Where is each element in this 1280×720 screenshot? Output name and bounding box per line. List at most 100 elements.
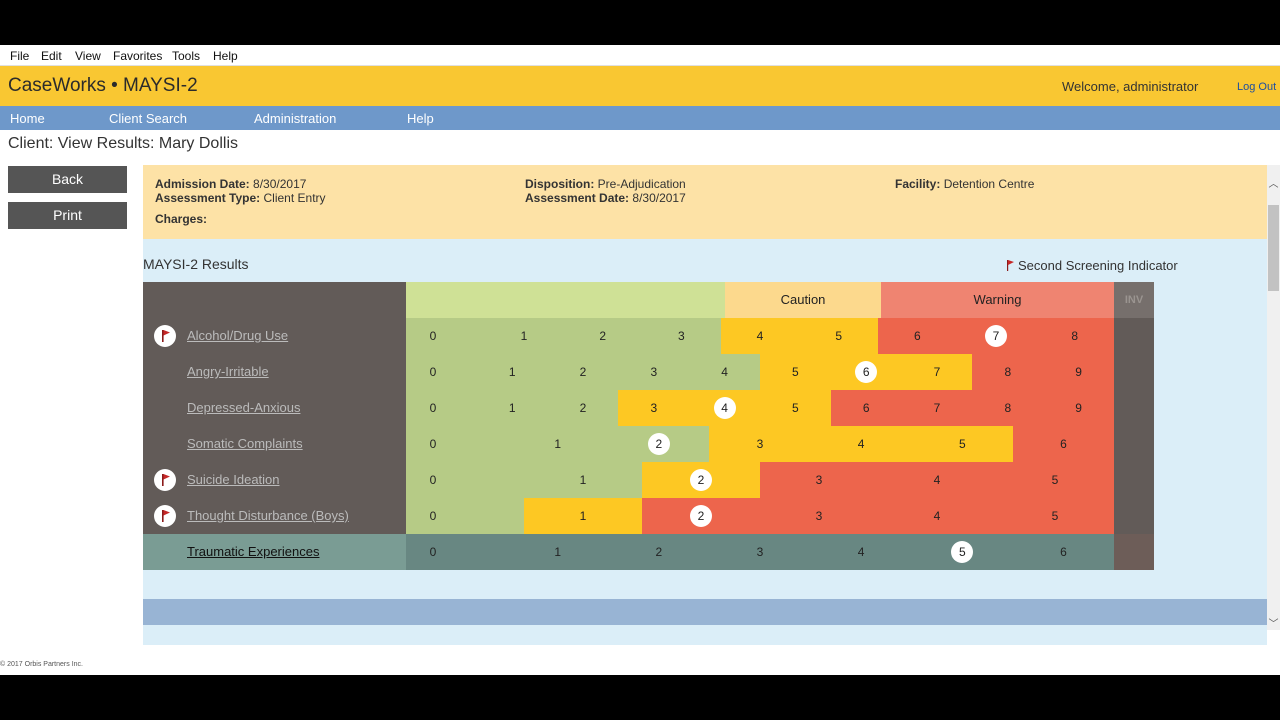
score-segment-yellow [709,426,1013,462]
score-value: 6 [1060,545,1067,559]
scale-link[interactable]: Alcohol/Drug Use [187,328,289,343]
charges: Charges: [155,212,208,226]
score-value: 3 [650,401,658,415]
score-value: 0 [429,329,437,343]
flag-icon [154,469,176,491]
assessment-type: Assessment Type: Client Entry [155,191,326,205]
score-value: 4 [721,365,728,379]
scale-link[interactable]: Traumatic Experiences [187,544,320,559]
menu-edit[interactable]: Edit [41,49,62,63]
score-segment-yellow [720,318,878,354]
menu-tools[interactable]: Tools [172,49,201,63]
scale-link[interactable]: Suicide Ideation [187,472,280,487]
nav-client-search[interactable]: Client Search [109,111,188,126]
score-value: 5 [958,437,966,451]
copyright: © 2017 Orbis Partners Inc. [0,661,83,668]
score-value: 1 [554,437,562,451]
score-value: 1 [508,401,516,415]
header-normal [406,282,725,318]
score-value: 1 [579,509,587,523]
client-info-panel: Admission Date: 8/30/2017 Assessment Typ… [143,165,1267,239]
header-inv: INV [1114,282,1154,318]
score-value: 8 [1071,329,1078,343]
score-value: 4 [857,437,865,451]
page-title: Client: View Results: Mary Dollis [8,135,238,152]
inv-cell [1114,426,1154,462]
print-button[interactable]: Print [8,202,127,229]
admission-date: Admission Date: 8/30/2017 [155,177,307,191]
selected-score: 2 [647,433,670,455]
nav-home[interactable]: Home [10,111,45,126]
score-value: 1 [508,365,516,379]
score-value: 0 [429,401,437,415]
menu-file[interactable]: File [10,49,30,63]
app-title: CaseWorks • MAYSI-2 [8,75,198,96]
menu-bar: File Edit View Favorites Tools Help [0,45,1280,66]
score-value: 1 [554,545,562,559]
score-value: 0 [429,509,437,523]
score-value: 6 [1060,437,1067,451]
selected-score: 6 [855,361,878,383]
header-warning: Warning [881,282,1114,318]
score-value: 0 [429,545,437,559]
score-value: 7 [933,365,941,379]
app-header: CaseWorks • MAYSI-2 Welcome, administrat… [0,66,1280,106]
assessment-date: Assessment Date: 8/30/2017 [525,191,686,205]
score-value: 3 [815,509,823,523]
score-value: 3 [650,365,658,379]
inv-cell [1114,462,1154,498]
score-value: 5 [792,365,799,379]
results-area: MAYSI-2 Results Second Screening Indicat… [143,239,1267,645]
score-value: 4 [857,545,865,559]
scale-label: Somatic Complaints [143,426,406,462]
flag-icon [154,325,176,347]
score-value: 8 [1004,401,1012,415]
nav-help[interactable]: Help [407,111,434,126]
scale-label: Traumatic Experiences [143,534,406,570]
selected-score: 7 [985,325,1007,347]
scale-link[interactable]: Somatic Complaints [187,436,303,451]
score-segment-trauma [406,534,1114,570]
scroll-up-icon[interactable]: ︿ [1268,179,1279,190]
menu-help[interactable]: Help [213,49,238,63]
inv-cell [1114,354,1154,390]
logout-link[interactable]: Log Out [1237,81,1277,93]
score-value: 5 [792,401,799,415]
facility: Facility: Detention Centre [895,177,1035,191]
disposition: Disposition: Pre-Adjudication [525,177,686,191]
score-value: 1 [520,329,528,343]
nav-administration[interactable]: Administration [254,111,337,126]
score-value: 3 [677,329,685,343]
browser-page: File Edit View Favorites Tools Help Case… [0,45,1280,675]
menu-favorites[interactable]: Favorites [113,49,163,63]
scale-link[interactable]: Thought Disturbance (Boys) [187,508,349,523]
score-value: 2 [599,329,606,343]
scale-label: Suicide Ideation [143,462,406,498]
score-value: 0 [429,437,437,451]
scroll-down-icon[interactable]: ﹀ [1268,619,1279,630]
score-value: 0 [429,473,437,487]
scale-label: Angry-Irritable [143,354,406,390]
welcome-text: Welcome, administrator [1062,79,1199,94]
scale-link[interactable]: Angry-Irritable [187,364,269,379]
score-segment-red [972,354,1114,390]
menu-view[interactable]: View [75,49,101,63]
score-segment-green [406,462,642,498]
score-segment-red [830,390,1114,426]
scale-link[interactable]: Depressed-Anxious [187,400,301,415]
score-value: 9 [1075,365,1082,379]
score-value: 5 [1051,473,1059,487]
maysi-results-table: Caution Warning INV Alcohol/Drug Use 0 1 2 3… [143,282,1154,570]
back-button[interactable]: Back [8,166,127,193]
score-value: 9 [1075,401,1082,415]
scale-label: Alcohol/Drug Use [143,318,406,354]
score-segment-yellow [524,498,642,534]
score-value: 7 [933,401,941,415]
score-value: 3 [756,437,764,451]
scrollbar-thumb[interactable] [1268,205,1279,291]
score-value: 2 [579,365,587,379]
score-value: 4 [756,329,764,343]
header-caution: Caution [725,282,881,318]
nav-bar: Home Client Search Administration Help [0,106,1280,130]
results-title: MAYSI-2 Results [143,256,249,272]
